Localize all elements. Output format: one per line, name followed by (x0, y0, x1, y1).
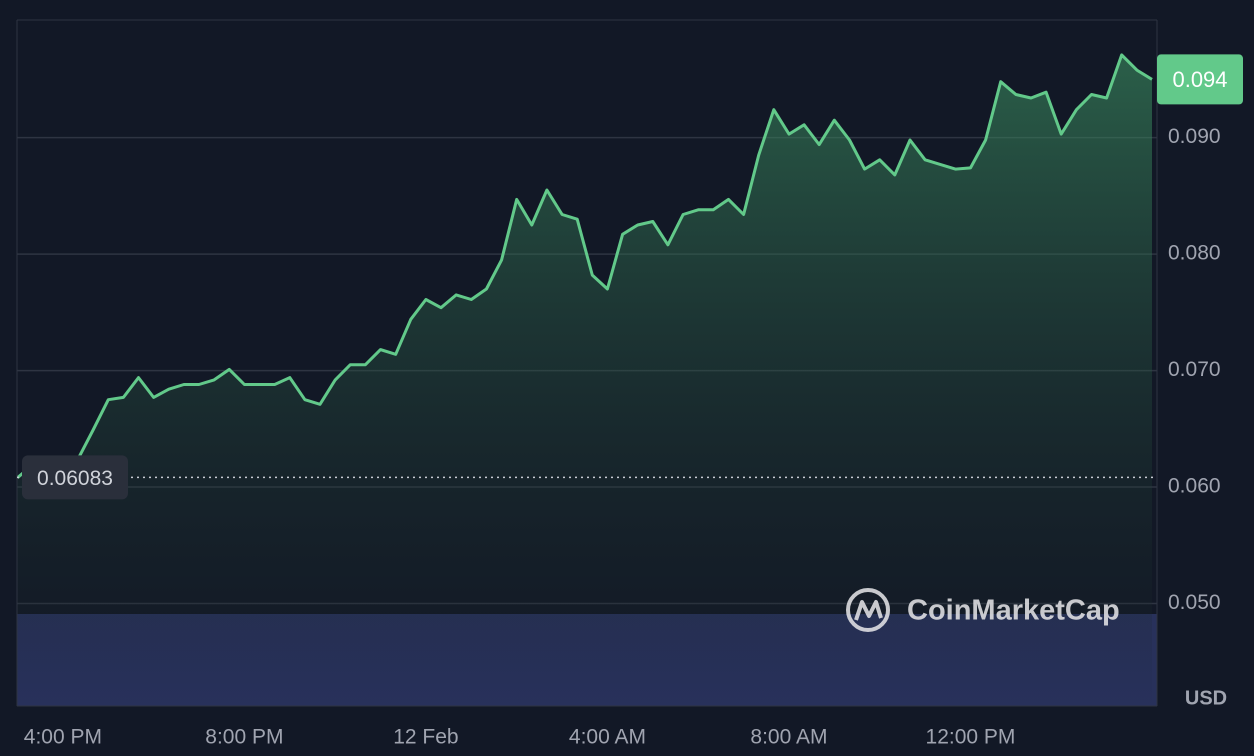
last-price-badge (1157, 54, 1243, 105)
reference-label: 0.06083 (37, 467, 113, 490)
y-tick-label: 0.080 (1168, 242, 1221, 265)
watermark-text: CoinMarketCap (907, 595, 1120, 627)
reference-badge (22, 455, 128, 500)
overlay: 0.050 0.060 0.070 0.080 0.090 4:00 PM 8:00 PM 1… (17, 54, 1243, 749)
watermark-logo-mark (854, 600, 883, 621)
y-tick-label: 0.050 (1168, 591, 1221, 614)
y-tick-label: 0.090 (1168, 125, 1221, 148)
watermark: CoinMarketCap (846, 588, 1120, 632)
x-tick-label: 12:00 PM (926, 726, 1016, 749)
watermark-logo (846, 588, 890, 632)
x-tick-label: 4:00 PM (24, 726, 102, 749)
y-tick-label: 0.070 (1168, 358, 1221, 381)
currency-label: USD (1185, 687, 1227, 709)
y-tick-label: 0.060 (1168, 475, 1221, 498)
x-tick-label: 4:00 AM (569, 726, 646, 749)
x-tick-label: 8:00 PM (205, 726, 283, 749)
x-tick-label: 8:00 AM (750, 726, 827, 749)
area-fill (17, 54, 1152, 706)
x-tick-label: 12 Feb (393, 726, 458, 749)
last-price-label: 0.094 (1172, 67, 1227, 92)
price-line (16, 53, 1153, 479)
plot (16, 53, 1153, 706)
